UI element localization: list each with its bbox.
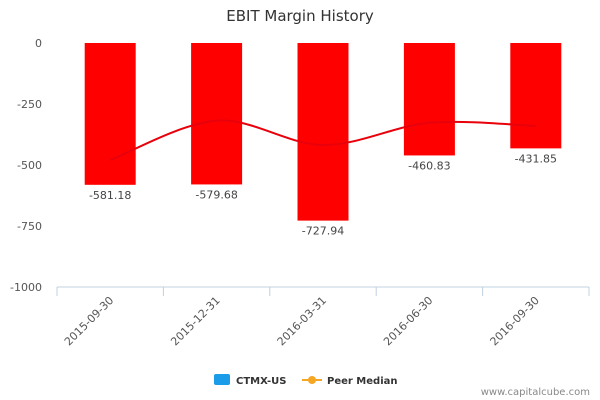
legend-peer-label[interactable]: Peer Median — [327, 376, 398, 387]
bar-series — [84, 43, 562, 221]
bar-2016-03-31[interactable] — [297, 43, 349, 221]
y-axis: 0 -250 -500 -750 -1000 — [10, 37, 42, 294]
chart-title: EBIT Margin History — [226, 7, 374, 25]
bar-value-label: -581.18 — [89, 189, 131, 202]
peer-median-series — [109, 119, 536, 162]
bar-2016-09-30[interactable] — [510, 43, 562, 149]
x-axis: 2015-09-30 2015-12-31 2016-03-31 2016-06-30… — [56, 286, 590, 348]
bar-2015-12-31[interactable] — [191, 43, 243, 185]
legend-peer-marker[interactable] — [308, 376, 316, 384]
bar-value-label: -579.68 — [195, 188, 237, 201]
bar-data-labels: -581.18 -579.68 -727.94 -460.83 -431.85 — [89, 152, 557, 237]
bar-value-label: -431.85 — [515, 152, 557, 165]
y-tick-label: -250 — [17, 98, 42, 111]
x-tick-label: 2016-09-30 — [488, 294, 542, 348]
x-tick-label: 2016-03-31 — [275, 294, 329, 348]
legend[interactable]: CTMX-US Peer Median — [214, 374, 398, 387]
footer-source: www.capitalcube.com — [481, 387, 590, 398]
bar-value-label: -460.83 — [408, 159, 450, 172]
y-tick-label: -500 — [17, 159, 42, 172]
x-tick-label: 2015-12-31 — [168, 294, 222, 348]
legend-ctmx-swatch[interactable] — [214, 374, 230, 385]
legend-ctmx-label[interactable]: CTMX-US — [236, 376, 286, 387]
bar-2016-06-30[interactable] — [403, 43, 455, 156]
bar-value-label: -727.94 — [302, 225, 344, 238]
y-tick-label: -750 — [17, 220, 42, 233]
peer-median-line[interactable] — [109, 119, 536, 162]
y-tick-label: -1000 — [10, 281, 42, 294]
y-tick-label: 0 — [35, 37, 42, 50]
x-tick-label: 2015-09-30 — [62, 294, 116, 348]
bar-2015-09-30[interactable] — [84, 43, 136, 185]
x-tick-label: 2016-06-30 — [381, 294, 435, 348]
